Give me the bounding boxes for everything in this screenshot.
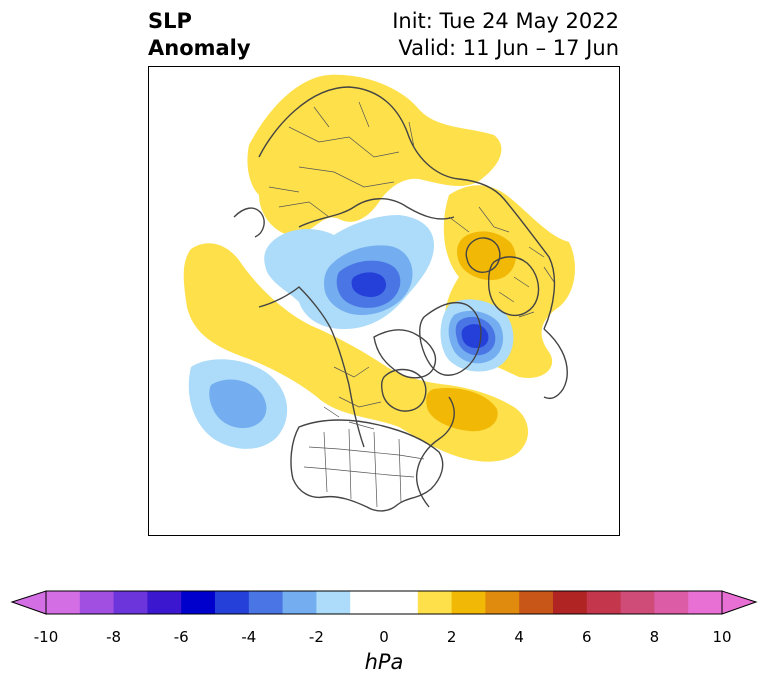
colorbar-tick-label: 6 — [582, 628, 592, 646]
colorbar-tick-label: 2 — [446, 628, 457, 646]
colorbar-bin — [451, 591, 486, 614]
colorbar-bin — [417, 591, 453, 614]
colorbar-bin — [215, 591, 250, 614]
colorbar-bin — [350, 591, 419, 614]
border-lines-canada — [323, 366, 382, 430]
colorbar-bin — [586, 591, 622, 614]
colorbar-bin — [553, 591, 588, 614]
coastline-greenland — [419, 301, 482, 376]
coastline-mideast — [543, 328, 568, 399]
colorbar-tick-label: 8 — [649, 628, 660, 646]
colorbar-unit-label: hPa — [364, 650, 404, 674]
map-title: SLP Anomaly — [148, 8, 251, 62]
coastline-scandinavia — [465, 237, 501, 273]
title-line-2: Anomaly — [148, 36, 251, 60]
map-dates: Init: Tue 24 May 2022 Valid: 11 Jun – 17… — [392, 8, 619, 62]
negative-anomaly-greenland-core — [461, 324, 489, 348]
coastline-europe — [487, 256, 540, 317]
init-date: Init: Tue 24 May 2022 — [392, 9, 619, 33]
colorbar-tick-label: -2 — [308, 628, 324, 646]
colorbar-bin — [688, 591, 723, 614]
coastline-japan — [233, 207, 265, 238]
coastline-hudson-bay — [380, 368, 427, 412]
colorbar-bin — [519, 591, 554, 614]
title-line-1: SLP — [148, 9, 192, 33]
colorbar-over-arrow — [721, 590, 758, 615]
anomaly-map — [183, 74, 575, 512]
coastline-asia — [258, 86, 556, 330]
colorbar-bin — [485, 591, 520, 614]
negative-anomaly-arctic-core — [351, 272, 387, 297]
positive-anomaly-siberia — [247, 74, 502, 236]
colorbar-tick-label: -8 — [106, 628, 122, 646]
border-lines-europe — [448, 206, 555, 318]
colorbar-frame — [45, 590, 723, 615]
political-borders — [268, 101, 555, 508]
colorbar-under-arrow — [10, 590, 47, 615]
colorbar-tick-label: 4 — [514, 628, 524, 646]
coastline-usa — [290, 419, 444, 512]
colorbar-tick-label: -6 — [173, 628, 189, 646]
negative-anomaly-pacific-inner — [209, 379, 267, 429]
border-lines-usa — [303, 428, 425, 508]
positive-anomaly-eastcanada-core — [426, 387, 498, 432]
colorbar-tick-label: 0 — [379, 628, 389, 646]
anomaly-fills — [183, 74, 575, 462]
colorbar-bin — [654, 591, 689, 614]
colorbar-bin — [79, 591, 115, 614]
colorbar-bin — [282, 591, 317, 614]
coastline-arctic-archipelago — [373, 329, 437, 379]
coastline-russia-arctic — [298, 198, 455, 228]
border-lines-asia — [268, 101, 415, 218]
colorbar-bins — [46, 591, 723, 614]
colorbar-bin — [113, 591, 148, 614]
colorbar-bin — [316, 591, 351, 614]
colorbar-tick-label: 10 — [712, 628, 732, 646]
colorbar-bin — [620, 591, 655, 614]
colorbar-bin — [181, 591, 216, 614]
colorbar-tick-label: -4 — [241, 628, 257, 646]
map-panel — [148, 66, 620, 536]
colorbar — [10, 590, 758, 615]
valid-range: Valid: 11 Jun – 17 Jun — [398, 36, 619, 60]
colorbar-bin — [248, 591, 284, 614]
coastline-na-east — [415, 396, 455, 508]
colorbar-bin — [147, 591, 182, 614]
colorbar-bin — [46, 591, 81, 614]
colorbar-tick-label: -10 — [33, 628, 59, 646]
